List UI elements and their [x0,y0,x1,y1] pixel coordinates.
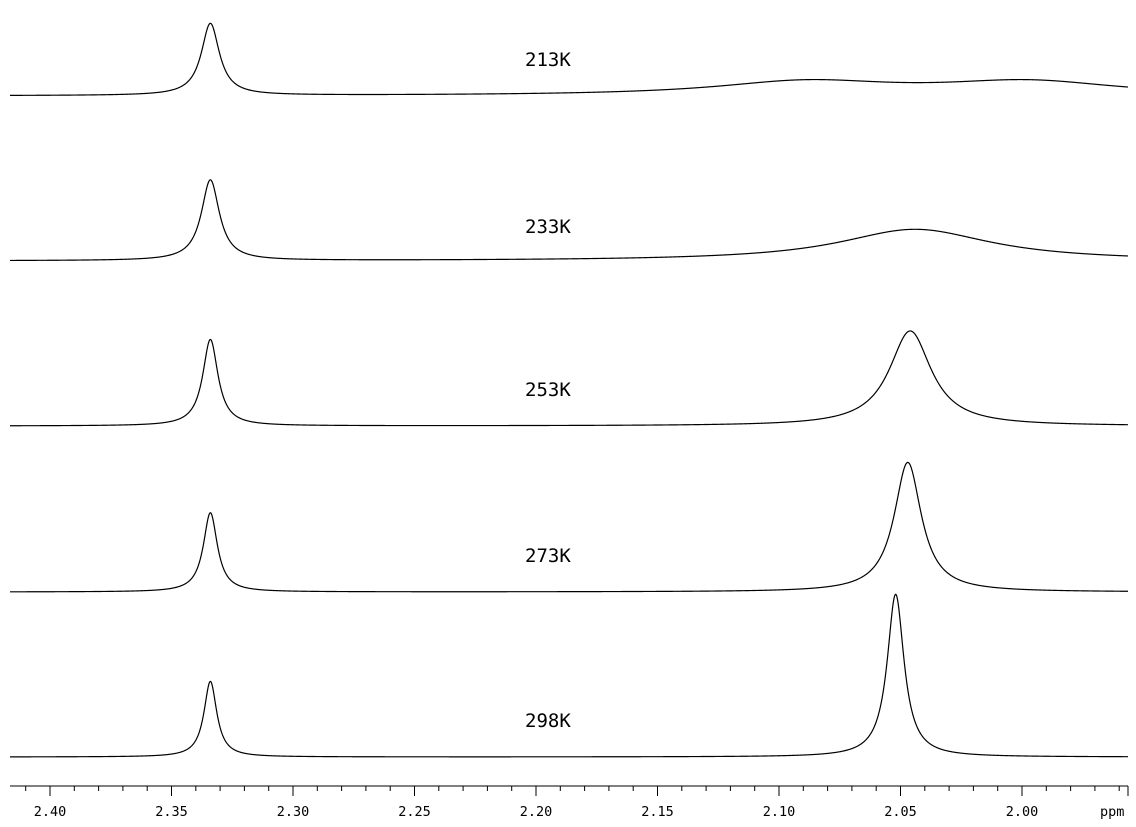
temperature-labels: 213K 233K 253K 273K 298K [525,49,571,732]
spectra-traces [9,22,1129,758]
tick-label-2.10: 2.10 [763,804,796,820]
tick-label-2.15: 2.15 [641,804,674,820]
tick-label-2.05: 2.05 [884,804,917,820]
tick-label-2.35: 2.35 [155,804,188,820]
spectrum-trace-213k [9,22,1129,96]
x-axis-unit-label: ppm [1100,804,1124,820]
tick-label-2.30: 2.30 [277,804,310,820]
x-axis-ticks [25,786,1129,796]
spectrum-trace-273k [9,461,1129,593]
spectrum-trace-233k [9,179,1129,262]
tick-label-2.20: 2.20 [520,804,553,820]
temperature-label-253k: 253K [525,379,571,401]
temperature-label-213k: 213K [525,49,571,71]
temperature-label-233k: 233K [525,216,571,238]
tick-label-2.40: 2.40 [34,804,67,820]
temperature-label-298k: 298K [525,710,571,732]
temperature-label-273k: 273K [525,545,571,567]
x-axis: 2.40 2.35 2.30 2.25 2.20 2.15 2.10 2.05 2.00 ppm [10,785,1129,820]
x-axis-tick-labels: 2.40 2.35 2.30 2.25 2.20 2.15 2.10 2.05 2.00 [34,804,1039,820]
spectrum-trace-253k [9,330,1129,427]
tick-label-2.25: 2.25 [398,804,431,820]
spectrum-trace-298k [9,593,1129,758]
tick-label-2.00: 2.00 [1006,804,1039,820]
